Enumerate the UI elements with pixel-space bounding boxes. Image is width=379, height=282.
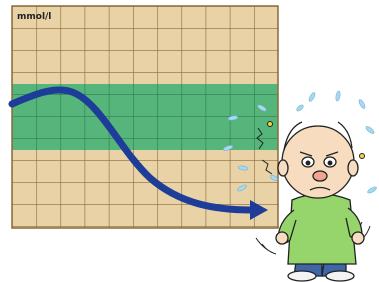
body: mmol/l (0, 0, 379, 282)
shirt (288, 194, 356, 264)
shoe (288, 271, 316, 281)
cartoon-man (276, 122, 364, 281)
illustration: mmol/l (0, 0, 379, 282)
unit-label: mmol/l (17, 12, 51, 22)
page: mmol/l {"label": "mmol/l"} html, body { … (0, 0, 379, 282)
nose (313, 171, 327, 181)
